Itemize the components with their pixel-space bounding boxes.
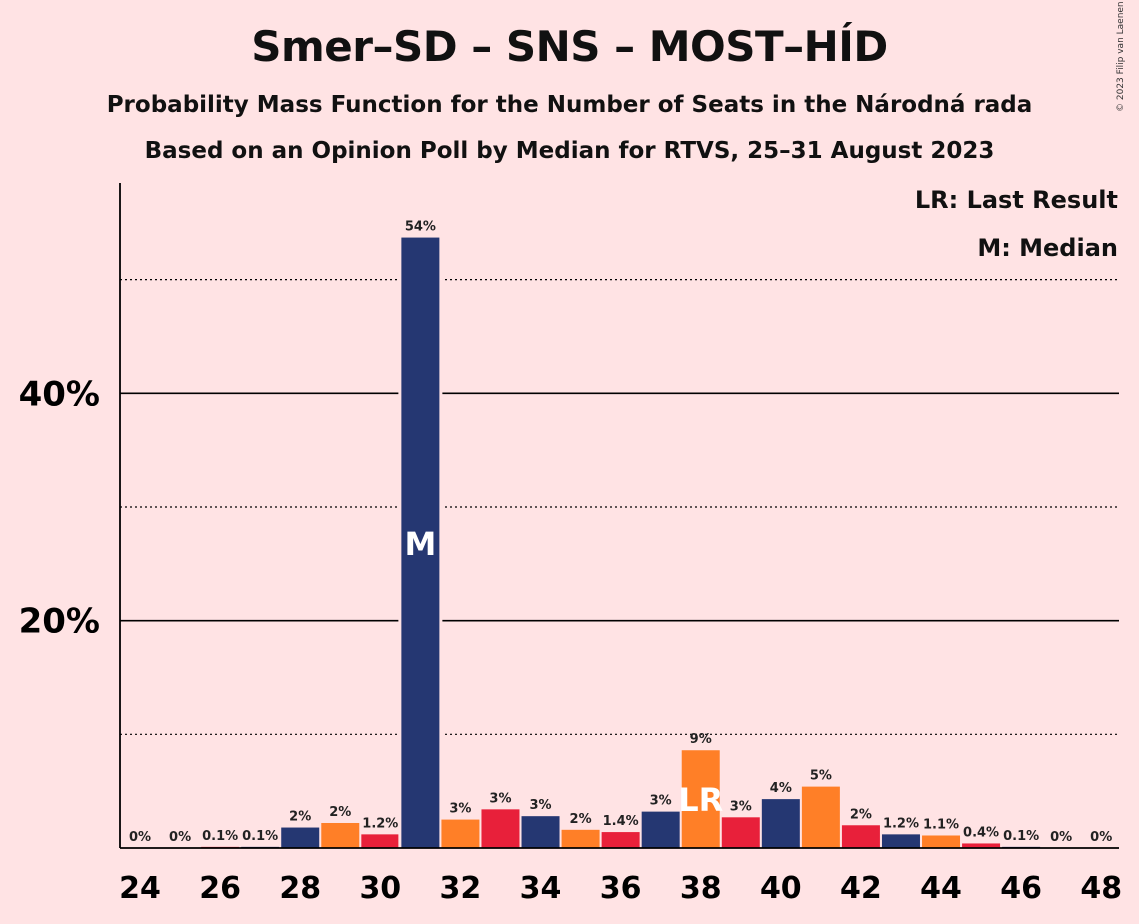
x-tick-label-40: 40 [760,871,802,906]
bar-seat-34 [521,816,560,848]
bar-seat-43 [881,834,920,848]
data-label-seat-47: 0% [1050,830,1072,845]
data-label-seat-42: 2% [850,807,872,822]
y-tick-label-20: 20% [19,602,100,642]
data-label-seat-27: 0.1% [242,829,278,844]
data-label-seat-45: 0.4% [963,825,999,840]
x-tick-label-28: 28 [279,871,321,906]
data-label-seat-36: 1.4% [603,814,639,829]
grid-lines [120,279,1119,735]
bar-seat-29 [321,822,360,848]
data-label-seat-40: 4% [770,781,792,796]
data-label-seat-34: 3% [529,798,551,813]
median-marker: M [404,525,436,563]
data-label-seat-30: 1.2% [362,816,398,831]
data-label-seat-28: 2% [289,810,311,825]
x-tick-label-32: 32 [440,871,482,906]
bar-seat-42 [841,825,880,848]
y-tick-label-40: 40% [19,374,100,414]
data-label-seat-25: 0% [169,830,191,845]
data-label-seat-41: 5% [810,769,832,784]
data-label-seat-33: 3% [489,791,511,806]
x-tick-label-44: 44 [920,871,962,906]
bar-seat-30 [361,834,400,848]
last-result-marker: LR [678,781,723,819]
bars [201,234,1041,849]
x-tick-label-24: 24 [119,871,161,906]
bar-seat-40 [761,799,800,848]
x-tick-label-36: 36 [600,871,642,906]
data-label-seat-38: 9% [690,732,712,747]
x-tick-label-42: 42 [840,871,882,906]
bar-seat-44 [922,835,961,848]
bar-seat-41 [801,786,840,848]
data-label-seat-29: 2% [329,805,351,820]
x-tick-label-30: 30 [359,871,401,906]
legend-median: M: Median [977,234,1118,262]
bar-seat-36 [601,832,640,848]
data-label-seat-44: 1.1% [923,817,959,832]
bar-seat-38 [681,750,720,848]
bar-seat-39 [721,817,760,848]
chart-title: Smer–SD – SNS – MOST–HÍD [251,22,888,71]
bar-seat-37 [641,811,680,848]
legend-last-result: LR: Last Result [914,186,1118,214]
data-label-seat-31: 54% [405,220,436,235]
chart-subtitle-2: Based on an Opinion Poll by Median for R… [144,138,995,164]
data-label-seat-48: 0% [1090,830,1112,845]
data-label-seat-35: 2% [570,812,592,827]
x-tick-label-46: 46 [1000,871,1042,906]
x-tick-label-26: 26 [199,871,241,906]
data-label-seat-37: 3% [650,794,672,809]
bar-seat-35 [561,829,600,848]
x-tick-label-34: 34 [520,871,562,906]
data-label-seat-26: 0.1% [202,829,238,844]
bar-seat-32 [441,819,480,848]
data-label-seat-32: 3% [449,802,471,817]
chart-subtitle-1: Probability Mass Function for the Number… [106,92,1033,118]
bar-seat-28 [281,827,320,848]
bar-seat-45 [962,843,1001,848]
bar-seat-33 [481,809,520,848]
data-label-seat-43: 1.2% [883,816,919,831]
x-tick-label-38: 38 [680,871,722,906]
bar-seat-31 [401,237,440,849]
data-labels: 0% 0% 0.1% 0.1% 2% 2% 1.2% 54% 3% 3% 3% 2% 1.4% 3% 9% 3… [129,220,1112,845]
data-label-seat-24: 0% [129,830,151,845]
x-tick-label-48: 48 [1080,871,1122,906]
data-label-seat-46: 0.1% [1003,829,1039,844]
data-label-seat-39: 3% [730,799,752,814]
axes: 20% 40% 24 26 28 30 32 34 36 38 40 42 44 46 48 [19,183,1122,906]
